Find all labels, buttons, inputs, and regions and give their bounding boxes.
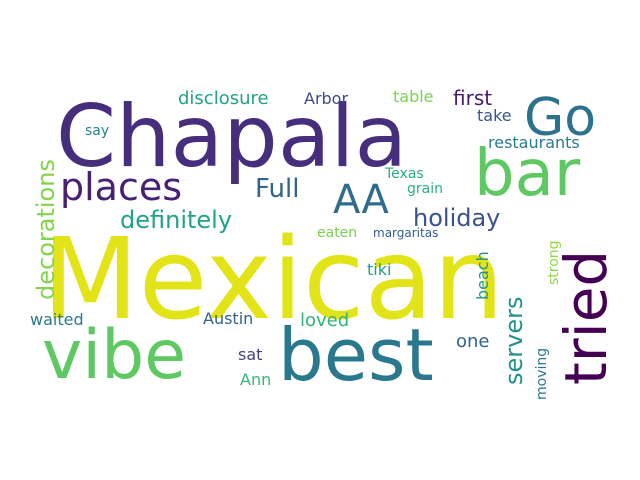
word-austin: Austin (203, 309, 253, 328)
word-texas: Texas (384, 166, 424, 182)
word-best: best (278, 313, 434, 397)
word-restaurants: restaurants (488, 133, 580, 152)
word-places: places (60, 165, 182, 209)
word-go: Go (524, 88, 596, 148)
word-sat: sat (238, 345, 262, 364)
word-say: say (85, 123, 109, 139)
word-waited: waited (30, 310, 84, 329)
word-eaten: eaten (317, 225, 357, 241)
word-decorations: decorations (32, 159, 60, 300)
word-ann: Ann (240, 370, 271, 389)
word-full: Full (255, 174, 299, 204)
word-aa: AA (333, 177, 389, 223)
word-loved: loved (300, 310, 349, 331)
word-first: first (453, 86, 492, 110)
word-strong: strong (546, 240, 562, 285)
word-chapala: Chapala (56, 87, 407, 187)
word-tried: tried (552, 250, 620, 385)
word-disclosure: disclosure (178, 88, 269, 109)
word-take: take (477, 106, 512, 125)
word-vibe: vibe (42, 316, 186, 395)
word-bar: bar (474, 137, 581, 211)
word-definitely: definitely (120, 206, 232, 234)
word-arbor: Arbor (304, 89, 348, 108)
word-table: table (393, 87, 434, 106)
word-servers: servers (500, 297, 528, 385)
word-beach: beach (473, 251, 492, 300)
word-grain: grain (407, 181, 443, 197)
word-one: one (456, 331, 490, 352)
word-margaritas: margaritas (373, 226, 438, 240)
word-mexican: Mexican (42, 215, 504, 345)
word-moving: moving (534, 348, 550, 400)
word-holiday: holiday (413, 204, 500, 232)
word-tiki: tiki (367, 260, 391, 279)
